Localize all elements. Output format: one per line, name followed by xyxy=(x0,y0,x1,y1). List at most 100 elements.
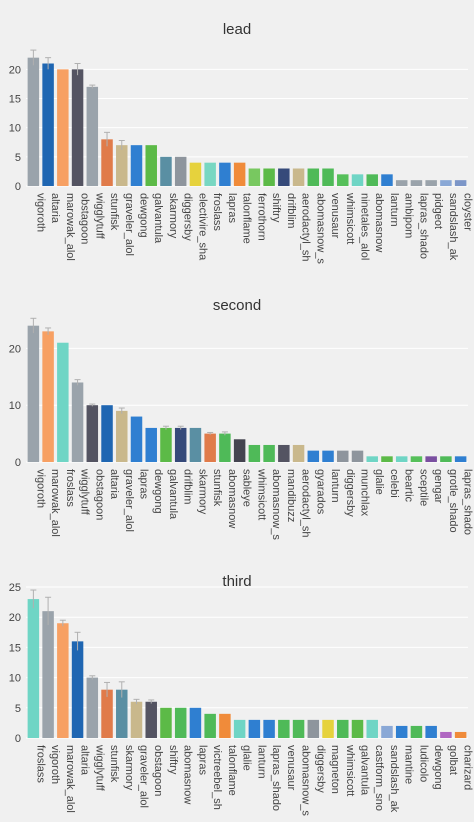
chart-1-bar xyxy=(160,156,172,186)
chart-1-bar xyxy=(71,69,84,186)
chart-2-category-label: dewgong xyxy=(152,469,164,514)
chart-3-category-label: abomasnow xyxy=(182,745,194,804)
chart-3-bar xyxy=(248,719,261,738)
chart-3-bar xyxy=(337,719,349,738)
chart-2-category-label: marowak_alol xyxy=(49,469,61,537)
chart-2-y-tick-label: 0 xyxy=(15,457,21,469)
chart-1-category-label: abomasnow xyxy=(373,193,385,252)
chart-3-category-label: wigglytuff xyxy=(93,744,105,792)
chart-1-bar xyxy=(130,145,143,186)
chart-1-category-label: marowak_alol xyxy=(64,193,76,261)
chart-3-category-label: marowak_alol xyxy=(64,745,76,813)
chart-3-bar xyxy=(292,719,305,738)
chart-3-category-label: shiftry xyxy=(167,745,179,775)
chart-2-category-label: altaria xyxy=(108,469,120,500)
chart-3-category-label: ludicolo xyxy=(417,745,429,782)
chart-3-category-label: mantine xyxy=(403,745,415,784)
chart-3-bar xyxy=(174,707,187,738)
chart-2-bar xyxy=(440,456,452,462)
chart-2-bar xyxy=(381,456,393,462)
chart-3-bar xyxy=(42,611,54,738)
chart-1-bar xyxy=(425,180,437,186)
chart-3-category-label: vigoroth xyxy=(49,745,61,784)
chart-3-bar xyxy=(219,713,231,738)
chart-2-bar xyxy=(395,456,408,462)
chart-3-category-label: sandslash_ak xyxy=(388,745,400,813)
chart-1-bar xyxy=(307,168,320,186)
chart-2-bar xyxy=(278,444,290,462)
chart-2-bar xyxy=(307,450,320,462)
chart-2-bar xyxy=(248,444,261,462)
chart-3-category-label: magneton xyxy=(329,745,341,794)
chart-3-bar xyxy=(57,623,69,738)
chart-3-category-label: victreebel_sh xyxy=(211,745,223,810)
chart-2-category-label: lapras xyxy=(138,469,150,499)
chart-1-category-label: obstagoon xyxy=(79,193,91,244)
chart-1-category-label: drifblim xyxy=(285,193,297,228)
chart-1-category-label: whimsicott xyxy=(344,192,356,244)
chart-3-category-label: lapras_shado xyxy=(270,745,282,811)
chart-1-category-label: abomasnow_s xyxy=(314,193,326,264)
chart-2-bar xyxy=(337,450,349,462)
chart-2-bar xyxy=(71,382,84,462)
chart-3-category-label: lapras xyxy=(196,745,208,775)
chart-2-bar xyxy=(160,427,172,462)
chart-3-category-label: skarmory xyxy=(123,745,135,791)
chart-2-category-label: galvantula xyxy=(167,469,179,520)
chart-3-y-tick-label: 10 xyxy=(9,673,21,685)
chart-1-category-label: pidgeot xyxy=(432,193,444,229)
chart-1-y-tick-label: 15 xyxy=(9,94,21,106)
chart-2-bar xyxy=(410,456,423,462)
chart-3-bar xyxy=(307,719,320,738)
chart-1-bar xyxy=(395,180,408,186)
chart-1-bar xyxy=(42,63,54,186)
chart-1-category-label: cloyster xyxy=(462,193,474,231)
chart-3-category-label: whimsicott xyxy=(344,744,356,796)
chart-1-category-label: stunfisk xyxy=(108,193,120,231)
chart-3-bar xyxy=(71,641,84,738)
chart-2-category-label: gyarados xyxy=(314,469,326,515)
chart-2-y-tick-label: 10 xyxy=(9,400,21,412)
chart-1-category-label: lanturn xyxy=(388,193,400,227)
chart-3-category-label: altaria xyxy=(79,745,91,776)
chart-3-category-label: charizard xyxy=(462,745,474,790)
chart-3-category-label: dewgong xyxy=(432,745,444,790)
chart-1-title: lead xyxy=(223,21,251,38)
chart-1-category-label: talonflame xyxy=(241,193,253,244)
chart-3-bar xyxy=(454,731,467,738)
chart-1-category-label: dewgong xyxy=(138,193,150,238)
chart-3-bar xyxy=(116,689,128,738)
chart-3-category-label: lanturn xyxy=(255,745,267,779)
chart-2-category-label: stunfisk xyxy=(211,469,223,507)
chart-1-category-label: aerodactyl_sh xyxy=(300,193,312,262)
chart-2-category-label: munchlax xyxy=(359,469,371,517)
chart-1-bar xyxy=(440,180,452,186)
chart-1-bar xyxy=(57,69,69,186)
chart-3-category-label: castform_sno xyxy=(373,745,385,811)
chart-1-y-tick-label: 0 xyxy=(15,181,21,193)
chart-2-bar xyxy=(86,405,99,462)
chart-1-bar xyxy=(233,162,246,186)
chart-3-y-tick-label: 0 xyxy=(15,733,21,745)
chart-3-bar xyxy=(395,725,408,738)
chart-2-category-label: graveler_alol xyxy=(123,469,135,532)
chart-2-bar xyxy=(116,410,128,462)
chart-1-bar xyxy=(454,180,467,186)
chart-3-title: third xyxy=(222,573,251,590)
chart-1-bar xyxy=(278,168,290,186)
chart-1-category-label: lapras xyxy=(226,193,238,223)
chart-2-category-label: mandibuzz xyxy=(285,469,297,522)
chart-1-category-label: lapras_shado xyxy=(417,193,429,259)
chart-2-category-label: drifblim xyxy=(182,469,194,504)
chart-1-category-label: ferrothorn xyxy=(255,193,267,241)
chart-2-category-label: sceptile xyxy=(417,469,429,506)
chart-3-y-tick-label: 25 xyxy=(9,582,21,594)
chart-3-category-label: obstagoon xyxy=(152,745,164,796)
chart-3-bar xyxy=(160,707,172,738)
chart-3-bar xyxy=(189,707,202,738)
chart-3-bar xyxy=(440,731,452,738)
chart-1-category-label: ambipom xyxy=(403,193,415,238)
chart-2-bar xyxy=(351,450,364,462)
chart-2-category-label: diggersby xyxy=(344,469,356,517)
